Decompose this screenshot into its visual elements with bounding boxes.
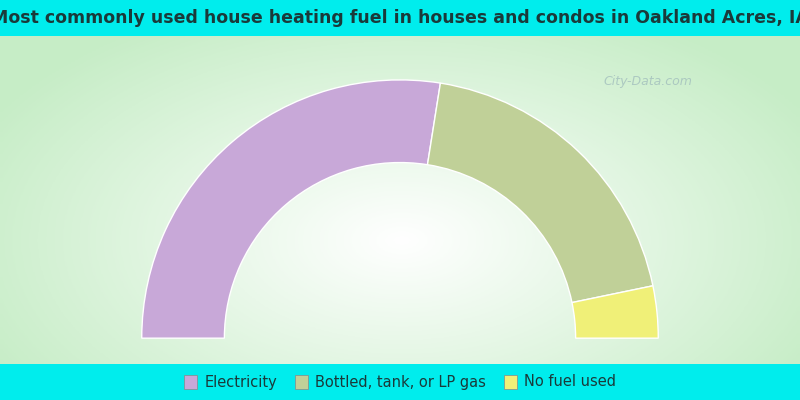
Wedge shape xyxy=(427,83,653,302)
Text: Most commonly used house heating fuel in houses and condos in Oakland Acres, IA: Most commonly used house heating fuel in… xyxy=(0,9,800,27)
Legend: Electricity, Bottled, tank, or LP gas, No fuel used: Electricity, Bottled, tank, or LP gas, N… xyxy=(178,369,622,395)
Text: City-Data.com: City-Data.com xyxy=(603,76,693,88)
Wedge shape xyxy=(142,80,441,338)
Wedge shape xyxy=(572,286,658,338)
